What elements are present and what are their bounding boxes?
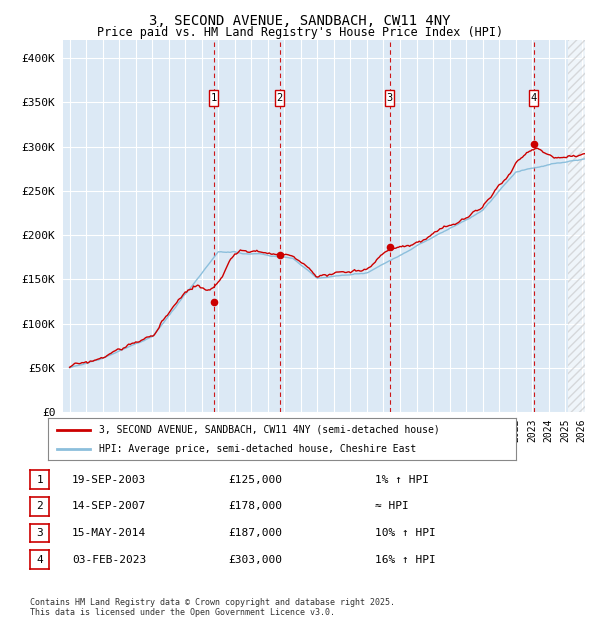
Text: 16% ↑ HPI: 16% ↑ HPI xyxy=(375,554,436,565)
FancyBboxPatch shape xyxy=(275,90,284,106)
Bar xyxy=(568,40,585,412)
Text: 3: 3 xyxy=(386,93,393,103)
Text: 4: 4 xyxy=(36,554,43,565)
Text: 2: 2 xyxy=(277,93,283,103)
Text: 1% ↑ HPI: 1% ↑ HPI xyxy=(375,474,429,485)
FancyBboxPatch shape xyxy=(529,90,538,106)
FancyBboxPatch shape xyxy=(209,90,218,106)
Text: 03-FEB-2023: 03-FEB-2023 xyxy=(72,554,146,565)
Text: 1: 1 xyxy=(211,93,217,103)
FancyBboxPatch shape xyxy=(385,90,394,106)
Text: £303,000: £303,000 xyxy=(228,554,282,565)
Text: 4: 4 xyxy=(530,93,537,103)
Text: Contains HM Land Registry data © Crown copyright and database right 2025.: Contains HM Land Registry data © Crown c… xyxy=(30,598,395,607)
Text: ≈ HPI: ≈ HPI xyxy=(375,501,409,512)
Text: 1: 1 xyxy=(36,474,43,485)
Text: 3, SECOND AVENUE, SANDBACH, CW11 4NY: 3, SECOND AVENUE, SANDBACH, CW11 4NY xyxy=(149,14,451,28)
Text: £187,000: £187,000 xyxy=(228,528,282,538)
Text: HPI: Average price, semi-detached house, Cheshire East: HPI: Average price, semi-detached house,… xyxy=(100,445,417,454)
Text: £178,000: £178,000 xyxy=(228,501,282,512)
Text: 3: 3 xyxy=(36,528,43,538)
Text: Price paid vs. HM Land Registry's House Price Index (HPI): Price paid vs. HM Land Registry's House … xyxy=(97,26,503,39)
Text: £125,000: £125,000 xyxy=(228,474,282,485)
Text: 3, SECOND AVENUE, SANDBACH, CW11 4NY (semi-detached house): 3, SECOND AVENUE, SANDBACH, CW11 4NY (se… xyxy=(100,425,440,435)
Text: 14-SEP-2007: 14-SEP-2007 xyxy=(72,501,146,512)
Text: 2: 2 xyxy=(36,501,43,512)
Text: 15-MAY-2014: 15-MAY-2014 xyxy=(72,528,146,538)
Text: 19-SEP-2003: 19-SEP-2003 xyxy=(72,474,146,485)
Text: This data is licensed under the Open Government Licence v3.0.: This data is licensed under the Open Gov… xyxy=(30,608,335,617)
Text: 10% ↑ HPI: 10% ↑ HPI xyxy=(375,528,436,538)
